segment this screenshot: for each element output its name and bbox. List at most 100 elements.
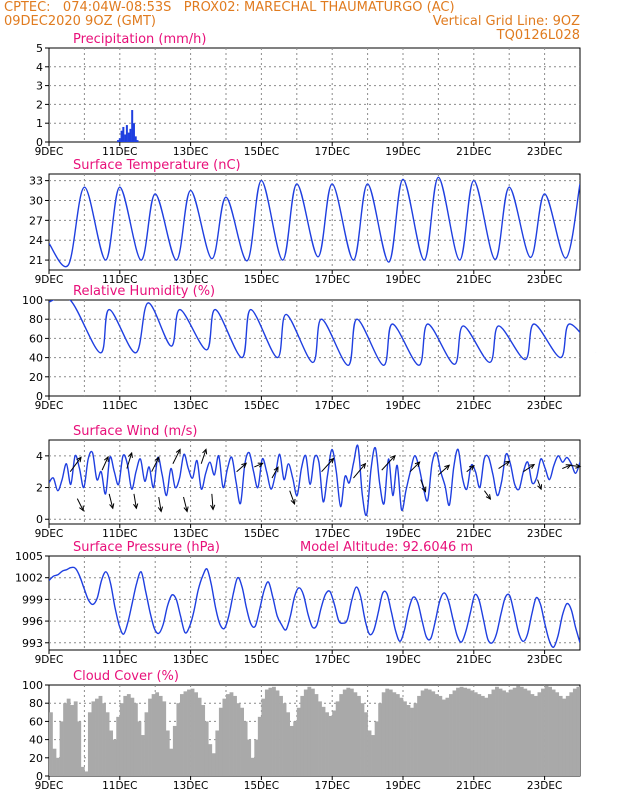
cloud-bar	[80, 766, 85, 776]
x-tick-label: 19DEC	[385, 274, 420, 286]
cloud-bar	[463, 687, 468, 776]
y-tick-label: 0	[36, 513, 43, 526]
x-tick-label: 15DEC	[244, 400, 279, 412]
cloud-bar	[314, 694, 319, 776]
wind-arrow-head	[360, 462, 367, 469]
wind-arrow-head	[565, 464, 572, 470]
cloud-bar	[233, 695, 237, 776]
cloud-bar	[438, 695, 443, 776]
x-tick-label: 19DEC	[385, 528, 420, 540]
cloud-bar	[555, 692, 560, 776]
cloud-bar	[95, 698, 99, 776]
cloud-bar	[417, 695, 421, 776]
cloud-bar	[119, 703, 124, 776]
cloud-bar	[339, 694, 344, 776]
cloud-bar	[77, 721, 82, 776]
cloud-bar	[240, 707, 244, 776]
x-tick-label: 17DEC	[314, 780, 349, 792]
cloud-bar	[293, 721, 298, 776]
wind-arrow	[271, 466, 279, 479]
cloud-bar	[541, 688, 545, 776]
wind-arrow-head	[154, 456, 160, 463]
cloud-bar	[268, 687, 273, 776]
x-tick-label: 11DEC	[102, 400, 137, 412]
cloud-bar	[459, 686, 464, 776]
cloud-bar	[371, 735, 375, 776]
wind-arrow-head	[529, 463, 536, 470]
cloud-bar	[112, 739, 117, 776]
precip-bar	[120, 130, 123, 142]
cloud-bar	[530, 694, 535, 776]
cloud-bar	[102, 703, 106, 776]
cloud-bar	[526, 690, 531, 776]
x-tick-label: 17DEC	[314, 400, 349, 412]
x-tick-label: 11DEC	[102, 146, 137, 158]
cloud-bar	[456, 687, 460, 776]
cloud-bar	[335, 701, 340, 776]
cloud-bar	[558, 695, 563, 776]
x-tick-label: 17DEC	[314, 274, 349, 286]
y-tick-label: 5	[36, 42, 43, 55]
x-tick-label: 21DEC	[456, 274, 491, 286]
panel-title: Relative Humidity (%)	[73, 284, 215, 299]
cloud-bar	[441, 699, 446, 776]
cloud-bar	[353, 692, 358, 776]
panel-title: Cloud Cover (%)	[73, 669, 179, 684]
panel-5	[45, 555, 581, 654]
cloud-bar	[498, 688, 503, 776]
cloud-bar	[420, 690, 425, 776]
cloud-bar	[310, 688, 315, 776]
wind-arrow	[498, 460, 510, 469]
cloud-bar	[49, 712, 53, 776]
x-tick-label: 9DEC	[35, 528, 64, 540]
x-tick-label: 11DEC	[102, 780, 137, 792]
cloud-bar	[169, 748, 174, 776]
x-tick-label: 19DEC	[385, 654, 420, 666]
cloud-bar	[236, 703, 241, 776]
cloud-bar	[576, 686, 580, 776]
x-tick-label: 23DEC	[527, 654, 562, 666]
wind-arrow	[537, 479, 542, 490]
wind-arrow	[236, 462, 247, 473]
y-tick-label: 1	[36, 117, 43, 130]
y-tick-label: 0	[36, 770, 43, 783]
cloud-bar	[307, 686, 312, 776]
cloud-bar	[116, 716, 121, 776]
cloud-bar	[413, 703, 418, 776]
x-tick-label: 23DEC	[527, 780, 562, 792]
x-tick-label: 23DEC	[527, 146, 562, 158]
cloud-bar	[98, 695, 103, 776]
wind-arrow	[484, 490, 491, 500]
x-tick-label: 15DEC	[244, 654, 279, 666]
wind-arrow	[126, 452, 133, 469]
cloud-bar	[183, 691, 188, 776]
x-tick-label: 19DEC	[385, 146, 420, 158]
wind-arrow-head	[202, 448, 208, 455]
y-tick-label: 993	[22, 637, 43, 650]
y-tick-label: 996	[22, 615, 43, 628]
x-tick-label: 13DEC	[173, 274, 208, 286]
x-tick-label: 9DEC	[35, 274, 64, 286]
cloud-bar	[434, 694, 439, 776]
x-tick-label: 11DEC	[102, 274, 137, 286]
header-station-line: CPTEC: 074:04W-08:53S PROX02: MARECHAL T…	[4, 0, 455, 15]
cloud-bar	[257, 716, 262, 776]
cloud-bar	[406, 705, 411, 776]
cloud-bar	[388, 689, 393, 776]
wind-arrow-head	[468, 464, 475, 471]
x-tick-label: 21DEC	[456, 146, 491, 158]
cloud-bar	[148, 698, 152, 776]
cloud-bar	[250, 757, 255, 776]
cloud-bar	[328, 715, 333, 776]
x-tick-label: 13DEC	[173, 146, 208, 158]
y-tick-label: 0	[36, 390, 43, 403]
y-tick-label: 24	[29, 234, 43, 247]
cloud-bar	[66, 698, 71, 776]
cloud-bar	[204, 721, 209, 776]
header-code: TQ0126L028	[496, 28, 580, 43]
cloud-bar	[452, 690, 457, 776]
cloud-bar	[395, 694, 400, 776]
cloud-bar	[519, 686, 524, 776]
cloud-bar	[487, 694, 492, 776]
y-tick-label: 4	[36, 61, 43, 74]
